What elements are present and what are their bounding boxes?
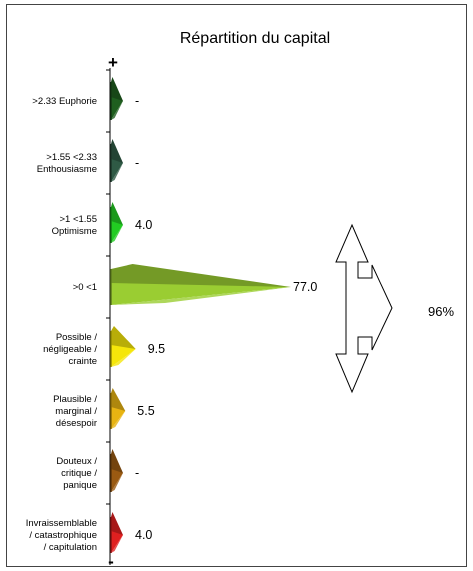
bar-face-front [111, 283, 291, 305]
category-label-line: Douteux / [56, 456, 97, 467]
axis-top-symbol: + [108, 53, 118, 72]
bar-face-top [111, 77, 123, 101]
data-label: 9.5 [148, 342, 165, 356]
category-label: Possible / négligeable / crainte [43, 332, 97, 367]
category-label: >2.33 Euphorie [32, 96, 97, 107]
data-label: - [135, 156, 139, 170]
data-label: 4.0 [135, 528, 152, 542]
bar-face-front [111, 159, 123, 182]
bar-face-front [111, 221, 123, 243]
category-label-line: / catastrophique [29, 530, 97, 541]
annotation-percent: 96% [428, 304, 454, 319]
category-label-line: Invraissemblable [26, 518, 97, 529]
category-label: Douteux / critique / panique [56, 456, 97, 491]
bar-face-bottom [111, 101, 123, 120]
category-label-line: critique / [61, 468, 97, 479]
bar-face-top [111, 449, 123, 473]
category-label: >1.55 <2.33 Enthousiasme [37, 152, 97, 175]
category-label-line: désespoir [56, 418, 97, 429]
bar-face-front [111, 97, 123, 120]
category-label: Plausible / marginal / désespoir [53, 394, 97, 429]
category-label: >1 <1.55 Optimisme [52, 214, 97, 237]
axis-bottom-symbol: - [108, 552, 114, 571]
category-label-line: Plausible / [53, 394, 97, 405]
bar-face-top [111, 512, 123, 535]
bar-face-top [111, 388, 126, 411]
chart-frame [6, 4, 467, 567]
data-label: - [135, 466, 139, 480]
category-label-line: >0 <1 [73, 282, 97, 293]
bar-face-bottom [111, 163, 123, 182]
bar-face-front [111, 469, 123, 492]
category-label-line: >2.33 Euphorie [32, 96, 97, 107]
bar-face-bottom [111, 473, 123, 492]
bar-face-front [111, 531, 123, 553]
category-label-line: >1.55 <2.33 [46, 152, 97, 163]
data-label: 4.0 [135, 218, 152, 232]
category-label-line: crainte [68, 356, 97, 367]
category-label-line: >1 <1.55 [59, 214, 97, 225]
category-label-line: négligeable / [43, 344, 97, 355]
category-label: >0 <1 [73, 282, 97, 293]
data-label: 77.0 [293, 280, 317, 294]
bar-face-top [111, 264, 291, 287]
category-label-line: Enthousiasme [37, 164, 97, 175]
category-label-line: marginal / [55, 406, 97, 417]
bracket-arrow [335, 223, 393, 394]
bar-face-bottom [111, 287, 291, 305]
category-label-line: Optimisme [52, 226, 97, 237]
bar-face-bottom [111, 225, 123, 243]
category-label-line: panique [63, 480, 97, 491]
data-label: - [135, 94, 139, 108]
bar-face-bottom [111, 411, 126, 429]
chart-title: Répartition du capital [180, 30, 330, 47]
data-label: 5.5 [137, 404, 154, 418]
bar-face-top [111, 139, 123, 163]
bar-face-top [111, 202, 123, 225]
category-label-line: Possible / [56, 332, 98, 343]
bar-face-bottom [111, 535, 123, 553]
bar-face-bottom [111, 349, 136, 367]
category-label: Invraissemblable / catastrophique / capitu… [26, 518, 97, 553]
category-label-line: / capitulation [44, 542, 97, 553]
bar-face-front [111, 407, 126, 429]
bar-face-front [111, 345, 136, 367]
bar-face-top [111, 326, 136, 349]
